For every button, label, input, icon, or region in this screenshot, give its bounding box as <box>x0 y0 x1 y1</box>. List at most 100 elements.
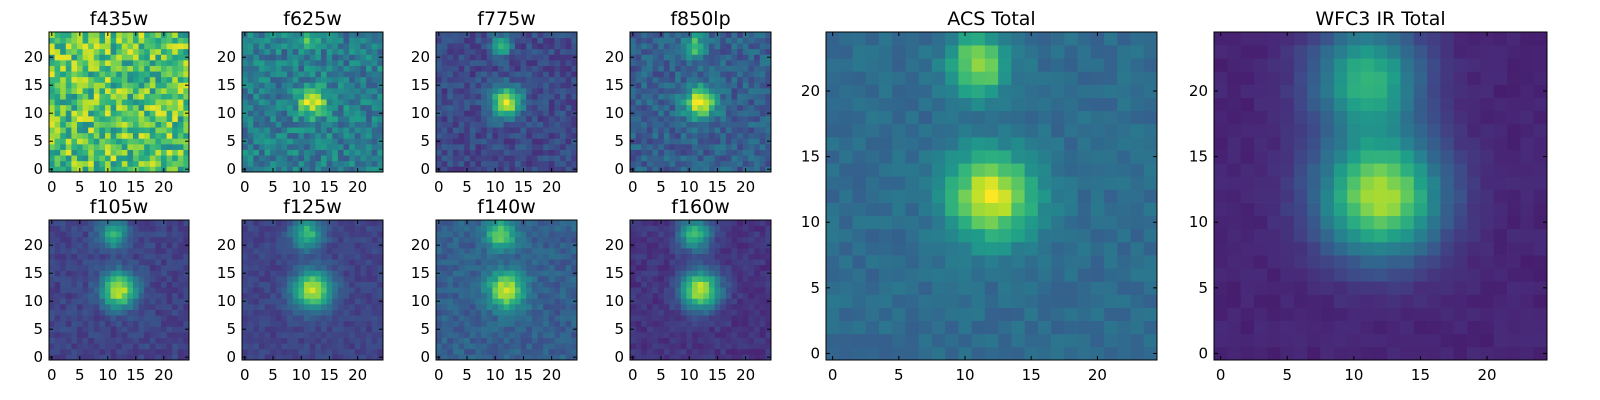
heatmap-cell <box>99 259 106 266</box>
heatmap-cell <box>675 281 682 288</box>
heatmap-cell <box>475 65 482 72</box>
heatmap-cell <box>441 110 448 117</box>
heatmap-cell <box>172 309 179 316</box>
heatmap-cell <box>366 354 373 361</box>
heatmap-cell <box>298 326 305 333</box>
heatmap-cell <box>514 121 521 128</box>
heatmap-cell <box>686 43 693 50</box>
heatmap-cell <box>309 242 316 249</box>
heatmap-cell <box>77 292 83 299</box>
heatmap-cell <box>475 248 482 254</box>
heatmap-cell <box>247 298 254 305</box>
heatmap-cell <box>270 37 277 44</box>
heatmap-cell <box>149 332 156 338</box>
heatmap-cell <box>354 82 361 89</box>
heatmap-cell <box>88 82 95 89</box>
heatmap-cell <box>652 166 659 173</box>
heatmap-cell <box>441 309 448 316</box>
heatmap-cell <box>304 242 311 249</box>
heatmap-cell <box>133 43 139 50</box>
heatmap-cell <box>742 71 749 78</box>
heatmap-cell <box>121 231 128 238</box>
heatmap-cell <box>349 320 356 327</box>
heatmap-cell <box>155 320 162 327</box>
heatmap-cell <box>183 155 190 162</box>
heatmap-cell <box>464 287 471 294</box>
heatmap-cell <box>133 259 139 266</box>
heatmap-cell <box>481 104 488 111</box>
heatmap-cell <box>337 71 344 78</box>
heatmap-cell <box>560 121 567 128</box>
heatmap-cell <box>349 99 356 106</box>
heatmap-cell <box>514 231 521 238</box>
heatmap-cell <box>543 149 550 156</box>
heatmap-cell <box>371 292 378 299</box>
heatmap-cell <box>49 281 55 288</box>
heatmap-cell <box>332 121 339 128</box>
heatmap-cell <box>754 337 761 344</box>
heatmap-cell <box>663 76 670 83</box>
heatmap-cell <box>110 99 117 106</box>
heatmap-cell <box>161 138 167 145</box>
heatmap-cell <box>697 37 704 44</box>
heatmap-cell <box>105 48 111 55</box>
heatmap-cell <box>675 104 682 111</box>
heatmap-cell <box>264 326 271 333</box>
heatmap-cell <box>537 88 544 94</box>
heatmap-cell <box>675 110 682 117</box>
heatmap-cell <box>304 127 311 134</box>
heatmap-cell <box>332 43 339 50</box>
heatmap-cell <box>652 298 659 305</box>
heatmap-cell <box>436 292 442 299</box>
heatmap-cell <box>447 225 454 232</box>
heatmap-cell <box>498 354 505 361</box>
heatmap-cell <box>537 276 544 282</box>
heatmap-cell <box>675 292 682 299</box>
heatmap-cell <box>436 343 442 350</box>
heatmap-cell <box>571 71 578 78</box>
heatmap-cell <box>133 76 139 83</box>
heatmap-cell <box>503 225 510 232</box>
heatmap-cell <box>714 287 721 294</box>
heatmap-cell <box>275 343 282 350</box>
heatmap-cell <box>349 259 356 266</box>
heatmap-cell <box>708 337 715 344</box>
heatmap-cell <box>54 337 61 344</box>
heatmap-cell <box>554 315 561 322</box>
heatmap-cell <box>486 326 493 333</box>
heatmap-cell <box>565 276 572 282</box>
heatmap-cell <box>663 144 670 150</box>
heatmap-cell <box>498 155 505 162</box>
heatmap-cell <box>458 220 465 226</box>
heatmap-cell <box>748 54 755 61</box>
heatmap-cell <box>110 82 117 89</box>
heatmap-cell <box>65 149 72 156</box>
heatmap-cell <box>247 110 254 117</box>
heatmap-cell <box>765 48 772 55</box>
heatmap-cell <box>110 236 117 243</box>
y-tick-label: 15 <box>411 264 430 282</box>
heatmap-cell <box>349 315 356 322</box>
heatmap-cell <box>127 343 134 350</box>
heatmap-cell <box>548 155 555 162</box>
heatmap-cell <box>264 354 271 361</box>
heatmap-cell <box>686 155 693 162</box>
heatmap-cell <box>71 82 78 89</box>
heatmap-cell <box>349 93 356 100</box>
heatmap-cell <box>692 166 699 173</box>
heatmap-cell <box>371 225 378 232</box>
heatmap-cell <box>498 116 505 122</box>
heatmap-cell <box>503 149 510 156</box>
heatmap-cell <box>526 104 533 111</box>
x-tick-label: 10 <box>292 366 311 384</box>
heatmap-cell <box>686 315 693 322</box>
heatmap-cell <box>264 121 271 128</box>
heatmap-cell <box>275 65 282 72</box>
heatmap-cell <box>337 337 344 344</box>
heatmap-cell <box>630 144 636 150</box>
heatmap-cell <box>247 248 254 254</box>
heatmap-cell <box>332 225 339 232</box>
heatmap-cell <box>531 276 538 282</box>
heatmap-cell <box>475 93 482 100</box>
heatmap-cell <box>377 65 384 72</box>
